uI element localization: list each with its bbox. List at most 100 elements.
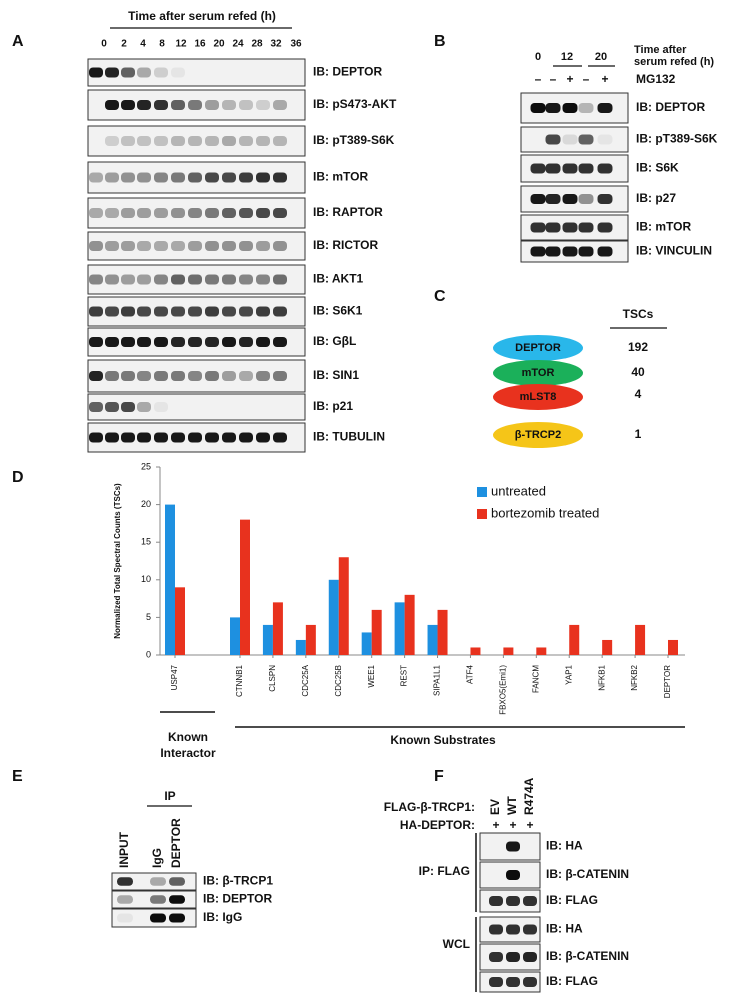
x-tick-label: SIPA1L1 — [433, 664, 442, 696]
blot-band — [506, 870, 520, 880]
blot-band — [597, 194, 613, 204]
blot-band — [121, 100, 135, 110]
blot-band — [121, 274, 135, 285]
blot-band — [117, 895, 133, 904]
lane-label: 20 — [595, 51, 607, 63]
treatment-mark: – — [535, 72, 542, 86]
blot-band — [105, 241, 119, 251]
lane-label: 4 — [140, 39, 146, 50]
construct-label: FLAG-β-TRCP1: — [384, 800, 475, 814]
blot-label: IB: VINCULIN — [636, 244, 712, 258]
treatment-label: MG132 — [636, 72, 676, 86]
legend-label: bortezomib treated — [491, 505, 599, 520]
blot-band — [137, 274, 151, 285]
blot-band — [137, 136, 151, 146]
bar — [503, 647, 514, 655]
blot-band — [530, 194, 546, 204]
blot-band — [239, 432, 253, 443]
blot-band — [273, 136, 287, 146]
blot-band — [205, 241, 219, 251]
blot-band — [273, 306, 287, 317]
blot-band — [489, 977, 503, 987]
bar — [371, 609, 382, 655]
protein-ellipse — [493, 360, 583, 386]
x-tick-label: USP47 — [170, 664, 179, 690]
blot-band — [137, 241, 151, 251]
bar — [668, 639, 678, 655]
x-tick-label: ATF4 — [466, 664, 475, 684]
bar — [165, 504, 175, 655]
blot-band — [239, 274, 253, 285]
bar — [361, 632, 372, 655]
blot-band — [171, 432, 185, 443]
blot-band — [105, 100, 119, 110]
blot — [87, 58, 306, 87]
blot-band — [239, 136, 253, 146]
ha-mark: + — [492, 818, 499, 832]
lane-label: 36 — [290, 39, 302, 50]
blot-band — [105, 274, 119, 285]
blot-band — [105, 208, 119, 218]
bar — [295, 639, 306, 655]
y-tick-label: 25 — [141, 461, 151, 471]
blot-band — [545, 163, 561, 174]
blot-band — [105, 306, 119, 317]
blot-band — [121, 136, 135, 146]
blot-band — [256, 136, 270, 146]
blot-band — [121, 306, 135, 317]
blot-band — [105, 67, 119, 78]
blot-band — [169, 895, 185, 904]
blot-band — [273, 241, 287, 251]
ha-label: HA-DEPTOR: — [400, 818, 475, 832]
blot-label: IB: β-CATENIN — [546, 949, 629, 963]
blot-band — [205, 100, 219, 110]
blot-band — [222, 208, 236, 218]
blot-band — [545, 194, 561, 204]
blot-band — [273, 172, 287, 183]
blot-label: IB: DEPTOR — [313, 65, 382, 79]
blot-band — [239, 172, 253, 183]
panel-label: D — [12, 469, 24, 486]
lane-label: 0 — [535, 51, 541, 63]
blot-band — [150, 895, 166, 904]
x-tick-label: FANCM — [531, 665, 540, 693]
blot-band — [188, 241, 202, 251]
blot-band — [222, 371, 236, 381]
blot-band — [205, 306, 219, 317]
blot-band — [137, 172, 151, 183]
blot-band — [205, 136, 219, 146]
blot-band — [188, 337, 202, 347]
group-label: IP: FLAG — [419, 864, 470, 878]
x-tick-label: CLSPN — [268, 665, 277, 692]
blot-label: IB: GβL — [313, 334, 356, 348]
time-label: serum refed (h) — [634, 56, 714, 68]
blot-band — [205, 274, 219, 285]
blot-band — [597, 222, 613, 233]
y-tick-label: 5 — [146, 612, 151, 622]
blot-band — [256, 432, 270, 443]
x-tick-label: YAP1 — [564, 664, 573, 684]
treatment-mark: – — [550, 72, 557, 86]
bar — [338, 557, 349, 655]
blot-band — [171, 172, 185, 183]
blot-band — [239, 100, 253, 110]
x-tick-label: DEPTOR — [663, 665, 672, 698]
panel-label: A — [12, 33, 24, 50]
blot-band — [121, 208, 135, 218]
lane-label: WT — [505, 796, 519, 815]
blot-band — [137, 100, 151, 110]
blot-band — [154, 136, 168, 146]
blot-label: IB: TUBULIN — [313, 430, 385, 444]
blot-band — [506, 924, 520, 935]
blot-band — [117, 913, 133, 923]
blot-label: IB: SIN1 — [313, 368, 359, 382]
lane-label: IgG — [150, 848, 164, 868]
blot-band — [256, 337, 270, 347]
blot-band — [105, 371, 119, 381]
bar — [272, 602, 283, 655]
blot-band — [89, 208, 103, 218]
blot-band — [222, 274, 236, 285]
blot-band — [562, 246, 578, 257]
blot-band — [137, 402, 151, 412]
panel-title: Time after serum refed (h) — [128, 9, 276, 23]
